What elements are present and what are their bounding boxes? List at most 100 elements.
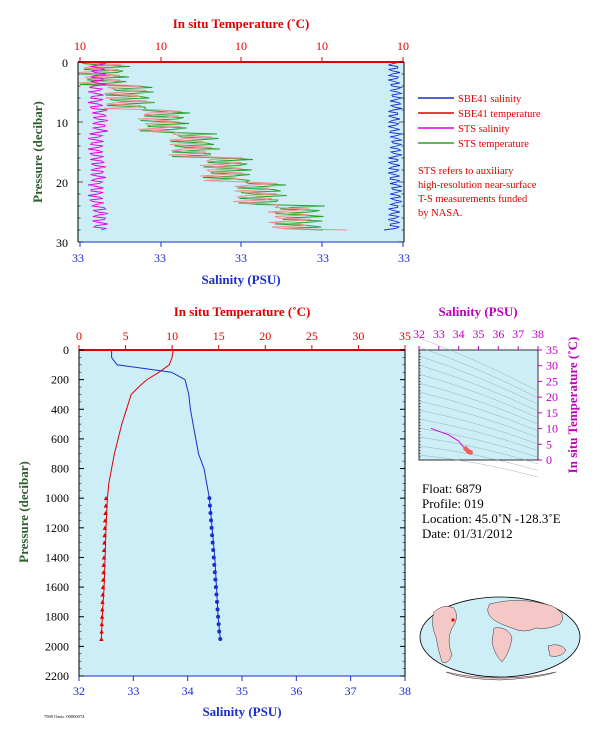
salinity-point	[212, 562, 217, 567]
temperature-point	[101, 570, 106, 575]
main-traces	[99, 349, 223, 641]
salinity-point	[210, 540, 215, 545]
ts-temp-tick-label: 15	[546, 406, 558, 420]
top-sal-tick-5: 33	[398, 251, 410, 265]
main-temp-tick-label: 0	[76, 329, 82, 343]
temperature-point	[101, 577, 106, 582]
temperature-point	[100, 599, 105, 604]
temperature-point	[99, 636, 104, 641]
salinity-point	[210, 533, 215, 538]
ts-sal-tick-label: 38	[532, 327, 544, 341]
main-pressure-tick-label: 1600	[45, 580, 69, 594]
main-temp-tick-label: 30	[352, 329, 364, 343]
main-sal-tick-label: 35	[236, 684, 248, 698]
temperature-point	[100, 592, 105, 597]
ts-density-contour	[418, 391, 539, 431]
ts-temp-tick-label: 30	[546, 359, 558, 373]
ts-density-contour	[418, 409, 539, 445]
top-line-sts-temperature	[79, 61, 325, 231]
main-sal-tick-label: 37	[345, 684, 357, 698]
legend-label-sbe41-temperature: SBE41 temperature	[458, 109, 541, 120]
top-y-tick-0: 0	[62, 56, 68, 70]
salinity-point	[207, 496, 212, 501]
ts-plot-area	[418, 349, 539, 461]
temperature-point	[101, 555, 107, 560]
top-line-sbe41-salinity	[383, 61, 404, 231]
ts-density-contour	[418, 418, 539, 451]
sts-note-line-2: high-resolution near-surface	[418, 180, 537, 191]
ts-sal-tick-label: 33	[433, 327, 445, 341]
salinity-point	[209, 518, 214, 523]
main-sal-tick-label: 38	[399, 684, 411, 698]
ts-density-contour	[418, 346, 539, 398]
main-pressure-tick-label: 1200	[45, 521, 69, 535]
date: Date: 01/31/2012	[422, 526, 513, 541]
ts-panel: Salinity (PSU) 32 33 34 35 36 37 38 0 510 15 20 25…	[413, 304, 580, 478]
ts-y-axis-label: In situ Temperature (˚C)	[565, 337, 580, 474]
main-plot-area	[79, 350, 405, 676]
top-y-tick-10: 10	[56, 116, 68, 130]
main-temp-tick-label: 35	[399, 329, 411, 343]
ts-density-contour	[418, 427, 539, 458]
main-sal-tick-label: 36	[290, 684, 302, 698]
main-temp-tick-labels: 0 5 10 15 20 25 30 35	[76, 329, 411, 343]
salinity-point	[211, 555, 216, 560]
profile-number: Profile: 019	[422, 496, 484, 511]
main-temp-tick-label: 20	[259, 329, 271, 343]
main-panel: In situ Temperature (˚C) 0 5 10 15 20 25 30 35 …	[16, 304, 411, 719]
map-land-africa	[491, 627, 513, 663]
legend-label-sts-temperature: STS temperature	[458, 139, 529, 150]
main-line-temperature	[100, 349, 174, 640]
ts-sal-tick-label: 36	[492, 327, 504, 341]
main-pressure-tick-label: 1800	[45, 610, 69, 624]
main-line-salinity	[111, 350, 221, 640]
temperature-point	[102, 533, 107, 538]
salinity-point	[216, 614, 221, 619]
main-sal-tick-labels: 32 33 34 35 36 37 38	[73, 684, 411, 698]
salinity-point	[218, 636, 223, 641]
ts-x-axis-label: Salinity (PSU)	[438, 304, 517, 319]
main-temp-tick-label: 25	[306, 329, 318, 343]
salinity-point	[216, 622, 221, 627]
top-sal-axis-label: Salinity (PSU)	[201, 272, 280, 287]
temperature-point	[100, 584, 106, 590]
map-land-antarctica	[445, 671, 557, 681]
legend-label-sts-salinity: STS salinity	[458, 124, 510, 135]
legend-label-sbe41-salinity: SBE41 salinity	[458, 94, 522, 105]
ts-traces	[430, 427, 473, 455]
main-temp-tick-label: 5	[123, 329, 129, 343]
top-sal-tick-2: 33	[154, 251, 166, 265]
salinity-point	[207, 503, 212, 508]
main-sal-tick-label: 34	[182, 684, 194, 698]
main-pressure-tick-label: 1400	[45, 550, 69, 564]
main-temp-tick-label: 10	[166, 329, 178, 343]
temperature-point	[100, 607, 105, 612]
main-y-axis-label: Pressure (decibar)	[16, 461, 31, 563]
main-pressure-tick-labels: 0 200 400 600 800 1000 1200 1400 1600 1800 2000 220…	[45, 343, 69, 683]
ts-density-contour	[418, 382, 539, 425]
sts-note-line-4: by NASA.	[418, 208, 462, 219]
top-line-sts-salinity	[87, 61, 109, 231]
ts-temp-tick-label: 0	[546, 453, 552, 467]
top-temp-tick-1: 10	[74, 39, 86, 53]
main-pressure-tick-label: 200	[51, 373, 69, 387]
temperature-point	[103, 503, 109, 508]
ts-density-contour	[418, 454, 539, 478]
ts-temp-tick-label: 25	[546, 374, 558, 388]
ts-tick-marks	[418, 346, 542, 461]
top-line-sbe41-temperature	[78, 61, 347, 231]
top-sal-tick-3: 33	[235, 251, 247, 265]
legend: SBE41 salinity SBE41 temperature STS sal…	[418, 94, 541, 219]
main-pressure-tick-label: 2200	[45, 669, 69, 683]
temperature-point	[103, 495, 109, 501]
top-plot-area	[78, 62, 404, 242]
salinity-point	[211, 548, 216, 553]
temperature-point	[102, 525, 108, 530]
salinity-point	[217, 629, 222, 634]
ts-density-contour	[418, 400, 539, 438]
temperature-point	[102, 518, 108, 523]
main-sal-tick-label: 33	[127, 684, 139, 698]
main-sal-axis-label: Salinity (PSU)	[202, 704, 281, 719]
